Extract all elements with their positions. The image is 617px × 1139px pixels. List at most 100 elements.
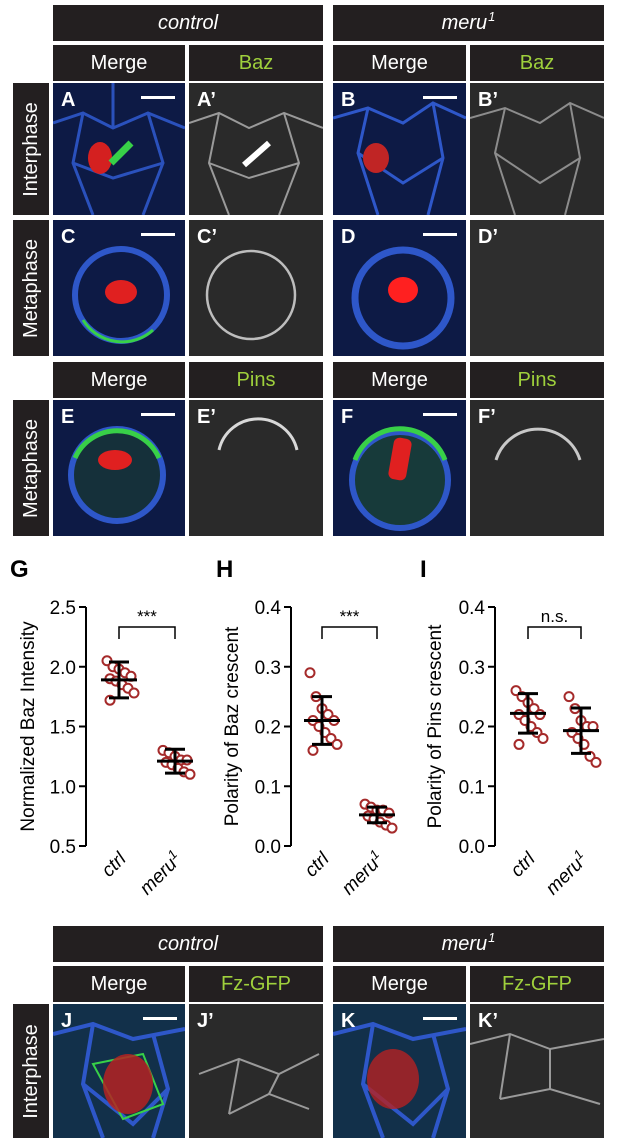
micrograph-D-prime-image [470,220,604,356]
data-point [304,667,316,679]
x-tick-label: meru1 [335,846,388,899]
subheader-merge: Merge [333,362,466,398]
y-tick-label: 2.5 [50,598,76,619]
y-tick-label: 1.0 [50,777,76,798]
row-label-metaphase: Metaphase [13,220,49,356]
micrograph-E-prime: E’ [189,400,323,536]
data-point [386,822,398,834]
row-label-metaphase: Metaphase [13,400,49,536]
charts-area: 0.5 1.0 1.5 2.0 2.5 Normalized Baz Intensity c… [18,598,602,899]
data-point [590,756,602,768]
chart-I: 0.0 0.1 0.2 0.3 0.4 Polarity of Pins crescent… [425,598,602,899]
micrograph-D: D [333,220,466,356]
panel-label-C-prime: C’ [197,226,217,248]
header-mutant-sup: 1 [488,929,496,945]
y-tick-label: 0.4 [459,598,486,619]
micrograph-B-prime-image [470,83,604,215]
y-tick-label: 0.2 [255,718,281,739]
significance-label: n.s. [541,607,568,626]
chart-label-I: I [420,556,427,583]
panel-label-A-prime: A’ [197,89,216,111]
panel-label-K-prime: K’ [478,1010,498,1032]
data-point [128,687,140,699]
x-tick-label: meru1 [539,846,592,899]
data-point [331,738,343,750]
y-tick-label: 2.0 [50,658,76,679]
y-tick-label: 0.1 [255,777,281,798]
header-mutant: meru 1 [333,5,604,41]
panel-label-D: D [341,226,356,248]
header-mutant-text: meru [441,11,488,34]
micrograph-K-prime: K’ [470,1004,604,1138]
micrograph-E-image [53,400,185,536]
scale-bar [141,413,175,416]
y-tick-label: 1.5 [50,718,76,739]
subheader-baz: Baz [189,45,323,81]
y-tick-label: 0.3 [459,658,485,679]
micrograph-J-prime-image [189,1004,323,1138]
panel-label-J-prime: J’ [197,1010,214,1032]
y-axis-label: Polarity of Pins crescent [425,624,446,829]
row-label-text: Metaphase [19,238,42,338]
panel-label-B: B [341,89,356,111]
subheader-pins-text: Pins [517,368,557,391]
micrograph-E-prime-image [189,400,323,536]
subheader-merge: Merge [53,362,185,398]
panel-label-J: J [61,1010,73,1032]
subheader-merge: Merge [53,966,185,1002]
header-control-text: control [157,11,219,34]
chart-G: 0.5 1.0 1.5 2.0 2.5 Normalized Baz Intensity c… [18,598,196,899]
micrograph-J-prime: J’ [189,1004,323,1138]
micrograph-K-prime-image [470,1004,604,1138]
micrograph-F-prime: F’ [470,400,604,536]
header-mutant: meru 1 [333,926,604,962]
y-axis-label: Polarity of Baz crescent [222,626,243,826]
scale-bar [423,1017,457,1020]
subheader-merge: Merge [53,45,185,81]
subheader-merge-text: Merge [371,51,428,74]
panel-label-B-prime: B’ [478,89,498,111]
chart-label-H: H [216,556,234,583]
header-mutant-text: meru [441,932,488,955]
row-label-interphase: Interphase [13,83,49,215]
data-point [563,691,575,703]
data-point [307,744,319,756]
subheader-pins: Pins [189,362,323,398]
micrograph-C-prime: C’ [189,220,323,356]
y-tick-label: 0.3 [255,658,281,679]
data-point [184,768,196,780]
y-axis-label: Normalized Baz Intensity [18,621,39,832]
header-mutant-sup: 1 [488,8,496,24]
y-tick-label: 0.0 [459,837,485,858]
header-control-text: control [157,932,219,955]
subheader-merge-text: Merge [90,972,148,995]
y-tick-label: 0.4 [255,598,282,619]
subheader-fzgfp: Fz-GFP [470,966,604,1002]
chart-label-G: G [10,556,29,583]
scale-bar [141,96,175,99]
x-tick-label: ctrl [301,848,334,881]
panel-label-C: C [61,226,76,248]
chart-H: 0.0 0.1 0.2 0.3 0.4 Polarity of Baz crescent c… [222,598,398,899]
micrograph-B: B [333,83,466,215]
x-tick-label: ctrl [507,848,540,881]
micrograph-F-image [333,400,466,536]
micrograph-K: K [333,1004,466,1138]
row-label-text: Interphase [19,1023,42,1119]
row-label-text: Metaphase [19,418,42,518]
micrograph-A: A [53,83,185,215]
significance-label: *** [340,607,360,626]
micrograph-K-image [333,1004,466,1138]
scale-bar [423,96,457,99]
panel-label-E: E [61,406,75,428]
micrograph-F-prime-image [470,400,604,536]
micrograph-B-prime: B’ [470,83,604,215]
significance-bracket [527,626,582,639]
micrograph-F: F [333,400,466,536]
significance-bracket [118,626,176,639]
subheader-merge-text: Merge [371,972,428,995]
micrograph-B-image [333,83,466,215]
subheader-pins-text: Pins [236,368,276,391]
subheader-merge: Merge [333,45,466,81]
micrograph-J: J [53,1004,185,1138]
